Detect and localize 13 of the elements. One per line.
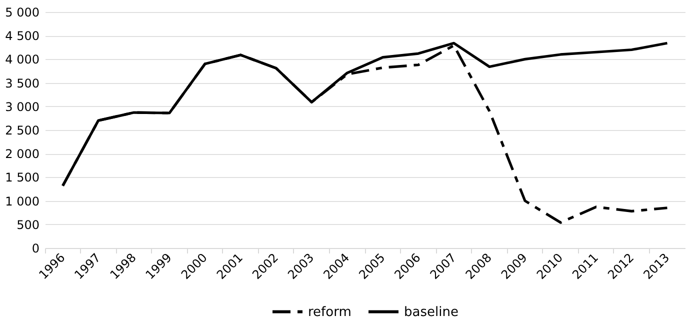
y-tick-label: 1 000: [5, 194, 40, 208]
y-tick-label: 4 000: [5, 52, 40, 67]
y-tick-label: 5 000: [5, 6, 40, 20]
y-tick-label: 2 500: [5, 124, 40, 138]
y-tick-label: 3 500: [5, 76, 40, 90]
legend-label: reform: [308, 304, 352, 320]
y-tick-label: 500: [16, 218, 40, 232]
legend-label: baseline: [404, 304, 458, 320]
y-tick-label: 4 500: [5, 29, 40, 44]
y-tick-label: 3 000: [5, 100, 40, 114]
y-tick-label: 1 500: [5, 170, 40, 185]
y-tick-label: 0: [32, 242, 40, 256]
y-tick-label: 2 000: [5, 147, 40, 162]
